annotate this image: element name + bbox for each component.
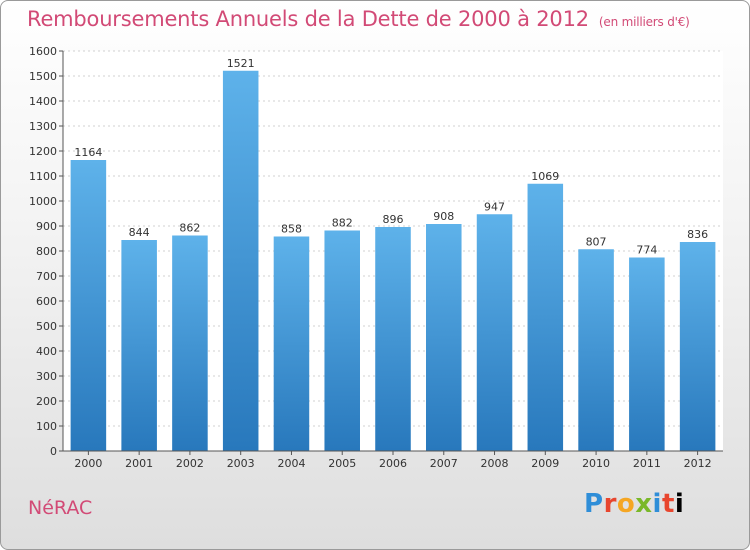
x-tick-label-2009: 2009	[531, 457, 559, 470]
y-tick-label: 800	[36, 245, 57, 258]
bar-2001	[121, 240, 157, 451]
chart-title-text: Remboursements Annuels de la Dette de 20…	[27, 7, 589, 31]
bar-2011	[629, 257, 665, 451]
bar-2004	[273, 236, 310, 451]
bar-2002	[172, 235, 208, 451]
y-tick-label: 1100	[29, 170, 57, 183]
city-name: NéRAC	[28, 497, 93, 519]
y-tick-label: 100	[36, 420, 57, 433]
bar-2010	[578, 249, 614, 451]
y-tick-label: 600	[36, 295, 57, 308]
x-tick-label-2006: 2006	[379, 457, 407, 470]
data-label-2000: 1164	[74, 146, 102, 159]
y-tick-label: 900	[36, 220, 57, 233]
x-tick-label-2008: 2008	[481, 457, 509, 470]
y-tick-label: 300	[36, 370, 57, 383]
y-tick-label: 1600	[29, 45, 57, 58]
y-tick-label: 0	[50, 445, 57, 458]
data-label-2003: 1521	[227, 57, 255, 70]
x-tick-label-2010: 2010	[582, 457, 610, 470]
y-tick-label: 1000	[29, 195, 57, 208]
data-label-2012: 836	[687, 228, 708, 241]
y-tick-label: 200	[36, 395, 57, 408]
x-tick-label-2002: 2002	[176, 457, 204, 470]
data-label-2010: 807	[586, 235, 607, 248]
data-label-2004: 858	[281, 223, 302, 236]
data-label-2007: 908	[433, 210, 454, 223]
x-tick-label-2005: 2005	[328, 457, 356, 470]
data-label-2006: 896	[383, 213, 404, 226]
data-label-2011: 774	[636, 244, 657, 257]
bar-2003	[222, 70, 259, 451]
proxiti-logo: Proxiti	[584, 489, 685, 519]
bar-2009	[527, 183, 564, 451]
bar-2007	[426, 224, 462, 451]
x-tick-label-2003: 2003	[227, 457, 255, 470]
x-tick-label-2004: 2004	[277, 457, 305, 470]
bar-2006	[375, 227, 411, 451]
bar-2008	[476, 214, 513, 451]
bar-2012	[679, 242, 716, 451]
y-tick-label: 500	[36, 320, 57, 333]
data-label-2009: 1069	[531, 170, 559, 183]
data-label-2005: 882	[332, 217, 353, 230]
y-tick-label: 700	[36, 270, 57, 283]
y-tick-label: 1500	[29, 70, 57, 83]
y-tick-label: 1400	[29, 95, 57, 108]
bar-2000	[70, 160, 107, 451]
chart-title: Remboursements Annuels de la Dette de 20…	[27, 7, 690, 31]
chart-subtitle: (en milliers d'€)	[598, 15, 690, 29]
x-tick-label-2012: 2012	[684, 457, 712, 470]
data-label-2008: 947	[484, 200, 505, 213]
y-tick-label: 1200	[29, 145, 57, 158]
x-tick-label-2011: 2011	[633, 457, 661, 470]
x-tick-label-2000: 2000	[74, 457, 102, 470]
bar-2005	[324, 230, 360, 451]
data-label-2001: 844	[129, 226, 150, 239]
y-tick-label: 1300	[29, 120, 57, 133]
x-tick-label-2007: 2007	[430, 457, 458, 470]
data-label-2002: 862	[179, 222, 200, 235]
y-tick-label: 400	[36, 345, 57, 358]
x-tick-label-2001: 2001	[125, 457, 153, 470]
